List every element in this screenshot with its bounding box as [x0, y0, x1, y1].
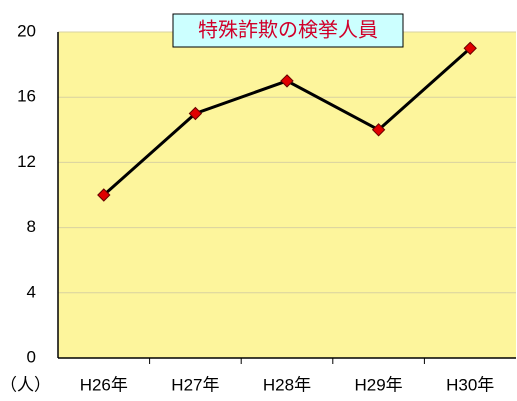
x-tick-label: H29年 [355, 375, 403, 394]
x-tick-label: H26年 [80, 375, 128, 394]
x-tick-label: H28年 [263, 375, 311, 394]
y-tick-label: 20 [17, 21, 36, 40]
chart-title: 特殊詐欺の検挙人員 [198, 18, 378, 41]
y-tick-label: 0 [27, 347, 36, 366]
y-tick-label: 8 [27, 217, 36, 236]
y-tick-label: 12 [17, 152, 36, 171]
x-tick-label: H27年 [171, 375, 219, 394]
title-box [172, 13, 404, 48]
marker [97, 188, 111, 202]
y-tick-label: 4 [27, 282, 36, 301]
x-tick-label: H30年 [446, 375, 494, 394]
marker [371, 123, 386, 137]
y-tick-label: 16 [17, 87, 36, 106]
marker [280, 74, 294, 88]
marker [188, 106, 203, 121]
y-axis-label: （人） [0, 375, 51, 394]
marker [463, 41, 477, 56]
